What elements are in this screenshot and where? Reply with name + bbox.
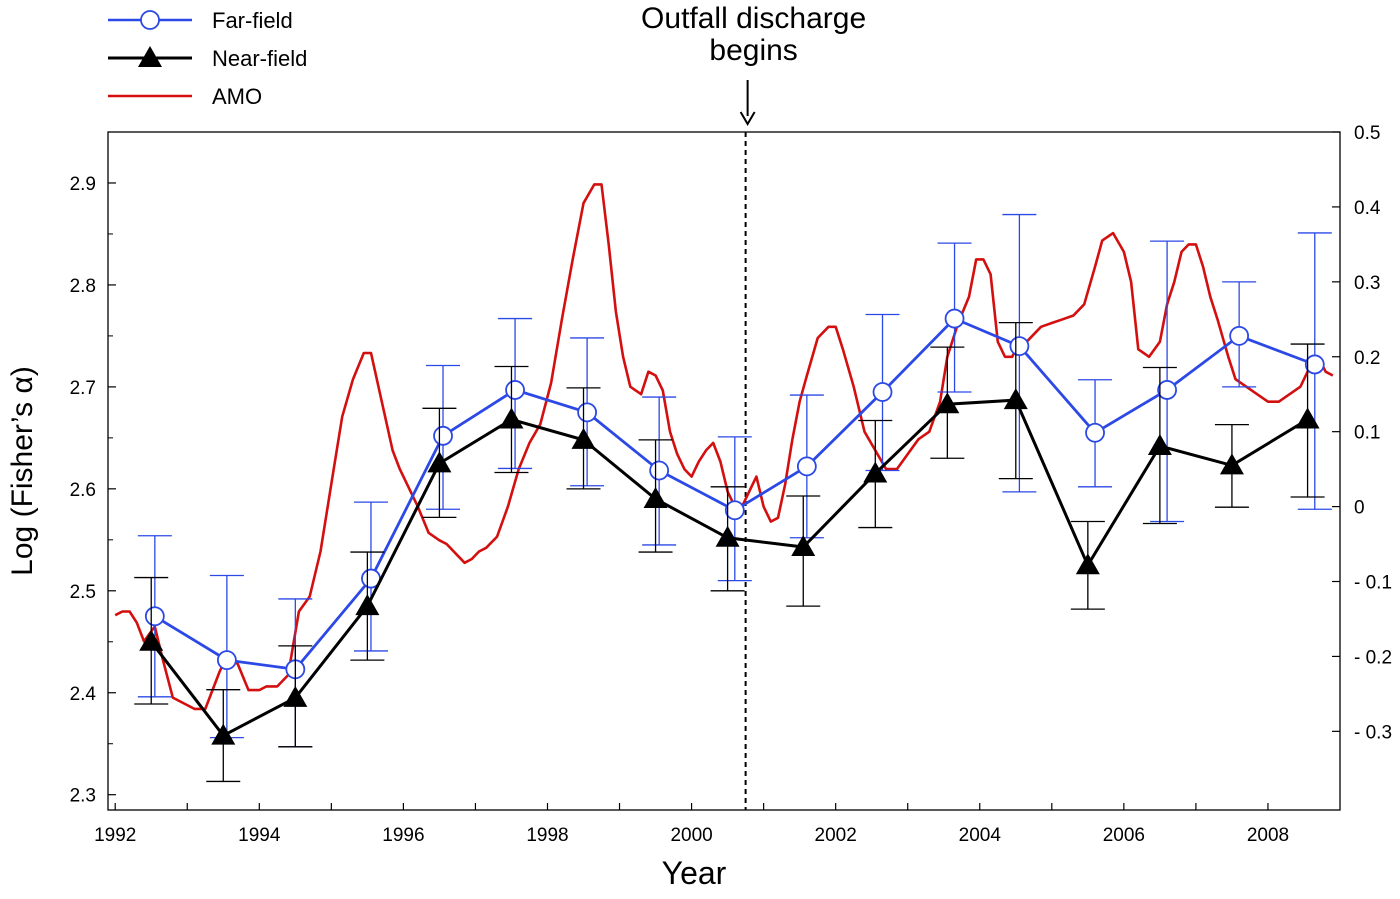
far-field-point xyxy=(1009,336,1030,357)
x-tick-label: 1994 xyxy=(238,825,281,846)
far-field-point xyxy=(144,606,165,627)
near-field-point xyxy=(211,723,236,745)
y2-tick-label: 0.3 xyxy=(1354,273,1380,294)
near-field-point xyxy=(283,685,308,707)
near-field-point xyxy=(571,427,596,449)
x-axis-title: Year xyxy=(662,855,727,891)
y-tick-label: 2.5 xyxy=(70,582,96,603)
y2-tick-label: - 0.1 xyxy=(1354,573,1392,594)
amo-series xyxy=(114,183,1334,711)
y2-tick-label: 0.4 xyxy=(1354,198,1381,219)
far-field-point xyxy=(1085,422,1105,443)
far-field-point xyxy=(1157,380,1177,400)
far-field-point xyxy=(649,460,670,481)
near-field-point xyxy=(1075,553,1100,575)
far-field-point xyxy=(1229,326,1250,346)
near-field-point xyxy=(1147,434,1172,456)
y2-tick-label: 0 xyxy=(1354,498,1365,519)
annotation-arrow-head xyxy=(739,111,756,126)
legend-triangle-marker xyxy=(138,46,162,67)
near-field-point xyxy=(935,392,960,414)
y-tick-label: 2.9 xyxy=(70,174,96,195)
y2-tick-label: - 0.3 xyxy=(1354,722,1392,743)
far-field-point xyxy=(216,650,237,671)
near-field-point xyxy=(643,487,668,509)
near-field-point xyxy=(139,629,164,651)
near-field-point xyxy=(715,525,740,547)
y-axis-title: Log (Fisher’s α) xyxy=(6,366,39,576)
far-field-point xyxy=(872,382,893,402)
near-field-point xyxy=(427,451,452,473)
x-tick-label: 2000 xyxy=(670,825,712,846)
far-field-point xyxy=(433,425,453,446)
y2-tick-label: 0.2 xyxy=(1354,348,1380,369)
x-tick-label: 2006 xyxy=(1103,825,1145,846)
plot-frame xyxy=(107,131,1341,811)
near-field-point xyxy=(1295,407,1320,429)
near-field-point xyxy=(499,407,524,429)
near-field-point xyxy=(1219,453,1244,475)
far-field-point xyxy=(577,402,598,423)
y2-tick-label: 0.1 xyxy=(1354,423,1380,444)
far-field-series xyxy=(137,213,1332,748)
near-field-series xyxy=(134,322,1325,783)
x-tick-label: 1996 xyxy=(382,825,424,846)
x-tick-label: 2004 xyxy=(959,825,1002,846)
legend-label-3: AMO xyxy=(212,84,262,109)
near-field-point xyxy=(1003,388,1028,410)
far-field-point xyxy=(944,308,965,329)
legend-circle-marker xyxy=(140,10,160,30)
y2-tick-label: - 0.2 xyxy=(1354,647,1392,668)
legend-label-1: Far-field xyxy=(212,8,293,33)
far-field-point xyxy=(1304,354,1325,375)
legend-label-2: Near-field xyxy=(212,46,307,71)
x-tick-label: 1998 xyxy=(526,825,568,846)
y-tick-label: 2.3 xyxy=(70,786,96,807)
near-field-point xyxy=(791,534,816,556)
x-tick-label: 2002 xyxy=(815,825,857,846)
annotation-line-2: begins xyxy=(709,34,797,67)
grid-and-axes: 1992 1994 1996 1998 2000 2002 2004 2006 2008 2.3 2… xyxy=(6,123,1392,891)
y-tick-label: 2.7 xyxy=(70,378,96,399)
y-tick-label: 2.6 xyxy=(70,480,96,501)
far-field-point xyxy=(796,456,817,477)
legend: Far-field Near-field AMO xyxy=(108,8,307,109)
far-field-point xyxy=(724,500,745,521)
x-tick-label: 1992 xyxy=(94,825,136,846)
y-tick-label: 2.4 xyxy=(70,684,97,705)
y-tick-label: 2.8 xyxy=(70,276,96,297)
x-tick-label: 2008 xyxy=(1247,825,1289,846)
near-field-line xyxy=(150,398,1309,738)
near-field-point xyxy=(355,594,380,616)
amo-line xyxy=(114,183,1334,711)
near-field-point xyxy=(863,461,888,483)
annotation-line-1: Outfall discharge xyxy=(641,2,866,35)
y2-tick-label: 0.5 xyxy=(1354,123,1380,144)
far-field-point xyxy=(505,380,525,400)
